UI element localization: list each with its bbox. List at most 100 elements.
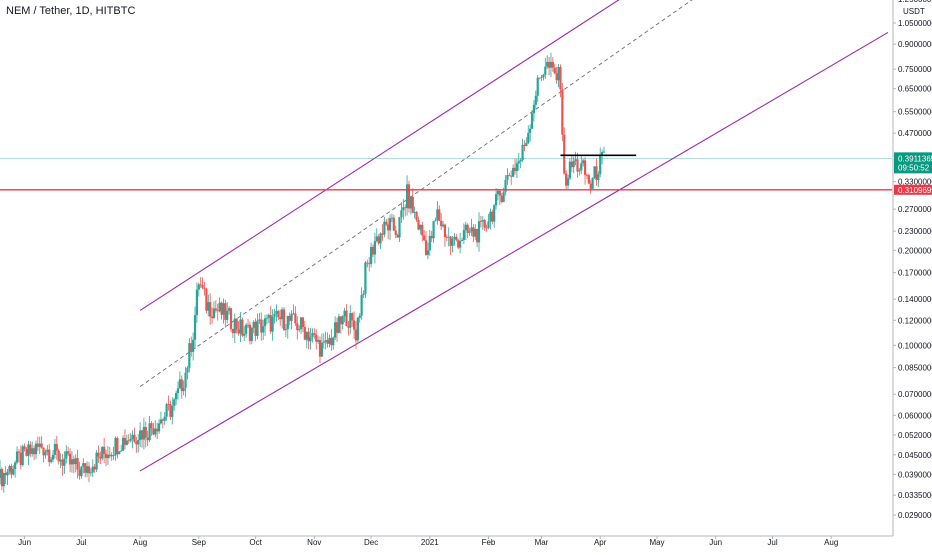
candle-body xyxy=(358,315,361,318)
channel-lower-line[interactable] xyxy=(139,31,889,472)
candle-body xyxy=(360,295,363,316)
candle-body xyxy=(292,313,295,315)
candle-body xyxy=(8,466,11,472)
candle-body xyxy=(318,340,322,357)
x-tick-label: Jul xyxy=(76,538,86,547)
candle-body xyxy=(65,451,68,459)
candle-body xyxy=(78,469,81,477)
candle-body xyxy=(216,310,219,312)
candle-body xyxy=(284,329,288,330)
candle-body xyxy=(457,240,460,248)
candle-body xyxy=(354,329,358,341)
candle-body xyxy=(48,449,51,463)
candle-body xyxy=(472,227,475,237)
candle-body xyxy=(330,337,333,346)
candle-body xyxy=(193,315,197,340)
candle-body xyxy=(167,404,170,405)
candle-body xyxy=(451,238,454,246)
x-tick-label: Mar xyxy=(535,538,549,547)
candle-body xyxy=(4,473,7,476)
candle-body xyxy=(481,220,484,222)
channel-upper-line[interactable] xyxy=(139,0,636,311)
candle-body xyxy=(218,302,221,312)
candle-body xyxy=(335,322,339,333)
candle-body xyxy=(104,453,108,459)
candle-body xyxy=(553,67,556,74)
candle-body xyxy=(474,228,477,237)
candle-body xyxy=(540,77,543,79)
candle-body xyxy=(258,319,261,321)
candle-body xyxy=(235,318,238,330)
candle-body xyxy=(496,190,500,195)
candle-body xyxy=(19,452,22,466)
candle-body xyxy=(246,324,250,326)
candle-body xyxy=(316,340,320,342)
candle-body xyxy=(394,230,397,236)
candle-body xyxy=(368,263,371,265)
candle-body xyxy=(544,66,547,75)
candle-body xyxy=(536,77,539,96)
candle-body xyxy=(320,342,323,357)
candle-body xyxy=(559,66,562,90)
candle-body xyxy=(228,308,231,311)
candle-body xyxy=(114,437,117,456)
candle-body xyxy=(140,430,144,440)
candle-body xyxy=(436,209,439,221)
candle-body xyxy=(254,321,257,336)
candle-body xyxy=(226,310,229,320)
candle-body xyxy=(110,454,113,457)
candle-body xyxy=(269,315,272,332)
candle-body xyxy=(99,456,102,459)
candle-body xyxy=(125,440,128,445)
candle-body xyxy=(97,452,100,457)
candle-body xyxy=(205,288,208,311)
x-tick-label: Jun xyxy=(18,538,31,547)
candle-body xyxy=(61,459,64,466)
candle-body xyxy=(519,159,522,162)
candle-body xyxy=(29,444,32,454)
candle-body xyxy=(237,329,240,334)
candle-body xyxy=(123,437,127,445)
candle-body xyxy=(2,473,5,487)
candle-body xyxy=(585,174,589,176)
candle-body xyxy=(53,444,57,455)
candle-body xyxy=(597,174,600,181)
candle-body xyxy=(570,161,573,168)
candle-body xyxy=(93,466,96,470)
candle-body xyxy=(568,161,572,179)
candle-body xyxy=(248,324,252,342)
candle-body xyxy=(487,221,490,229)
candle-body xyxy=(139,430,142,440)
candle-body xyxy=(455,236,458,241)
candle-body xyxy=(241,319,244,336)
candle-body xyxy=(390,217,394,219)
candle-body xyxy=(476,228,479,243)
candle-body xyxy=(279,317,282,320)
candle-body xyxy=(424,240,428,255)
candle-body xyxy=(146,437,149,441)
candle-body xyxy=(176,388,180,394)
candle-body xyxy=(25,448,28,456)
candle-body xyxy=(549,61,553,68)
candle-body xyxy=(260,319,263,333)
candle-body xyxy=(0,468,2,478)
candle-body xyxy=(489,211,492,222)
candle-body xyxy=(277,311,280,318)
candle-body xyxy=(70,459,74,465)
candle-body xyxy=(464,224,467,231)
candle-body xyxy=(421,224,424,236)
candle-body xyxy=(315,334,318,342)
candle-body xyxy=(538,77,541,79)
currency-label: USDT xyxy=(903,7,925,16)
candle-body xyxy=(182,387,185,392)
candle-body xyxy=(120,450,123,452)
candle-body xyxy=(203,287,206,289)
candle-body xyxy=(21,446,24,466)
candle-body xyxy=(351,313,354,321)
candle-body xyxy=(402,207,405,211)
chart-title: NEM / Tether, 1D, HITBTC xyxy=(6,5,136,17)
